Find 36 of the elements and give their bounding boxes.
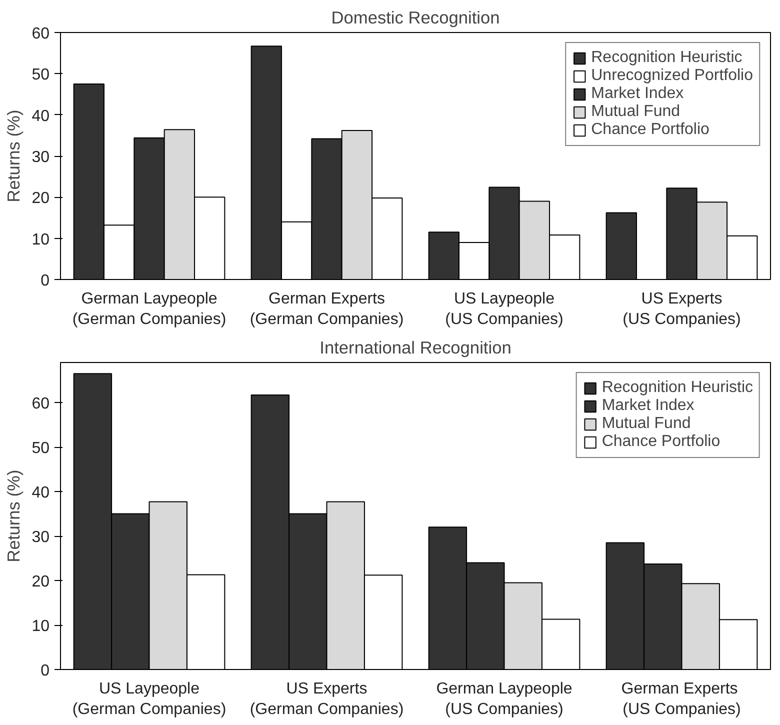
legend-label: Unrecognized Portfolio	[591, 67, 753, 85]
y-tick-label: 20	[32, 574, 50, 591]
x-tick-label: German Laypeople (German Companies)	[72, 290, 226, 328]
y-axis-title: Returns (%)	[4, 470, 24, 562]
x-tick-label: German Experts (German Companies)	[250, 290, 404, 328]
y-tick-label: 50	[32, 440, 50, 458]
y-tick-label: 20	[32, 190, 50, 208]
legend-label: Recognition Heuristic	[602, 379, 753, 397]
y-tick-label: 40	[32, 108, 50, 125]
x-tick-label: US Laypeople (US Companies)	[445, 290, 564, 328]
y-tick-label: 10	[32, 618, 50, 636]
x-tick-label: US Laypeople (German Companies)	[72, 680, 226, 718]
y-tick-label: 30	[32, 529, 50, 546]
legend-label: Chance Portfolio	[602, 433, 720, 451]
legend-label: Market Index	[602, 397, 694, 415]
x-tick-label: US Experts (US Companies)	[622, 290, 741, 328]
legend-label: Mutual Fund	[602, 415, 691, 433]
legend-label: Mutual Fund	[591, 103, 680, 121]
x-tick-label: German Experts (US Companies)	[621, 680, 741, 718]
legend-label: Recognition Heuristic	[591, 49, 742, 67]
y-tick-label: 30	[32, 149, 50, 166]
chart-title: Domestic Recognition	[331, 8, 500, 28]
y-tick-label: 50	[32, 66, 50, 84]
legend-label: Chance Portfolio	[591, 121, 710, 139]
y-tick-label: 40	[32, 484, 50, 502]
x-tick-label: US Experts (German Companies)	[250, 680, 404, 718]
legend-label: Market Index	[591, 85, 684, 103]
x-tick-label: German Laypeople (US Companies)	[436, 680, 572, 718]
y-axis-title: Returns (%)	[4, 110, 24, 202]
y-tick-label: 0	[40, 272, 50, 290]
chart-title: International Recognition	[320, 338, 512, 358]
y-tick-label: 60	[32, 26, 50, 42]
y-tick-label: 0	[40, 662, 50, 680]
bar	[606, 212, 637, 280]
y-tick-label: 10	[32, 231, 50, 248]
y-tick-label: 60	[32, 396, 50, 413]
